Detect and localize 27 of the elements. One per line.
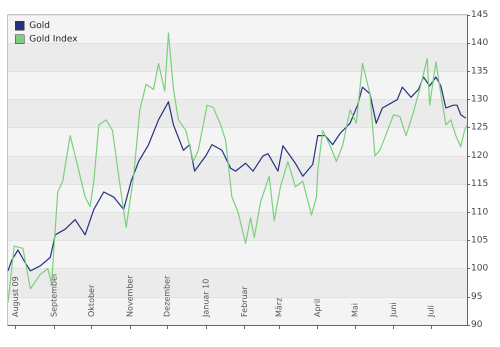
legend-label: Gold Index	[29, 34, 78, 44]
x-tick-label: September	[50, 272, 59, 317]
x-tick-label: Juni	[389, 302, 398, 318]
y-tick-label: 120	[471, 150, 488, 161]
y-tick-label: 110	[471, 207, 488, 218]
y-tick-label: 90	[471, 320, 483, 330]
x-tick-label: November	[125, 274, 134, 317]
x-tick-label: April	[313, 298, 322, 317]
x-tick-label: August 09	[10, 276, 20, 317]
x-tick-label: Oktober	[86, 284, 96, 317]
x-tick-label: März	[274, 298, 284, 317]
y-tick-label: 125	[471, 122, 488, 133]
y-tick-label: 140	[471, 38, 488, 48]
x-tick-label: Mai	[350, 302, 360, 317]
line-series	[7, 76, 466, 272]
x-tick-label: Februar	[240, 286, 249, 317]
y-tick-label: 115	[471, 179, 488, 190]
y-tick-label: 105	[471, 235, 488, 246]
legend-label: Gold	[29, 20, 50, 31]
x-tick-label: Januar 10	[201, 278, 210, 318]
x-tick-label: Dezember	[162, 275, 172, 317]
y-tick-label: 135	[471, 66, 488, 76]
y-tick-label: 100	[471, 264, 488, 274]
y-tick-label: 145	[471, 10, 488, 20]
y-tick-label: 130	[471, 94, 488, 105]
x-tick-label: Juli	[426, 305, 436, 318]
y-tick-label: 95	[471, 292, 482, 302]
